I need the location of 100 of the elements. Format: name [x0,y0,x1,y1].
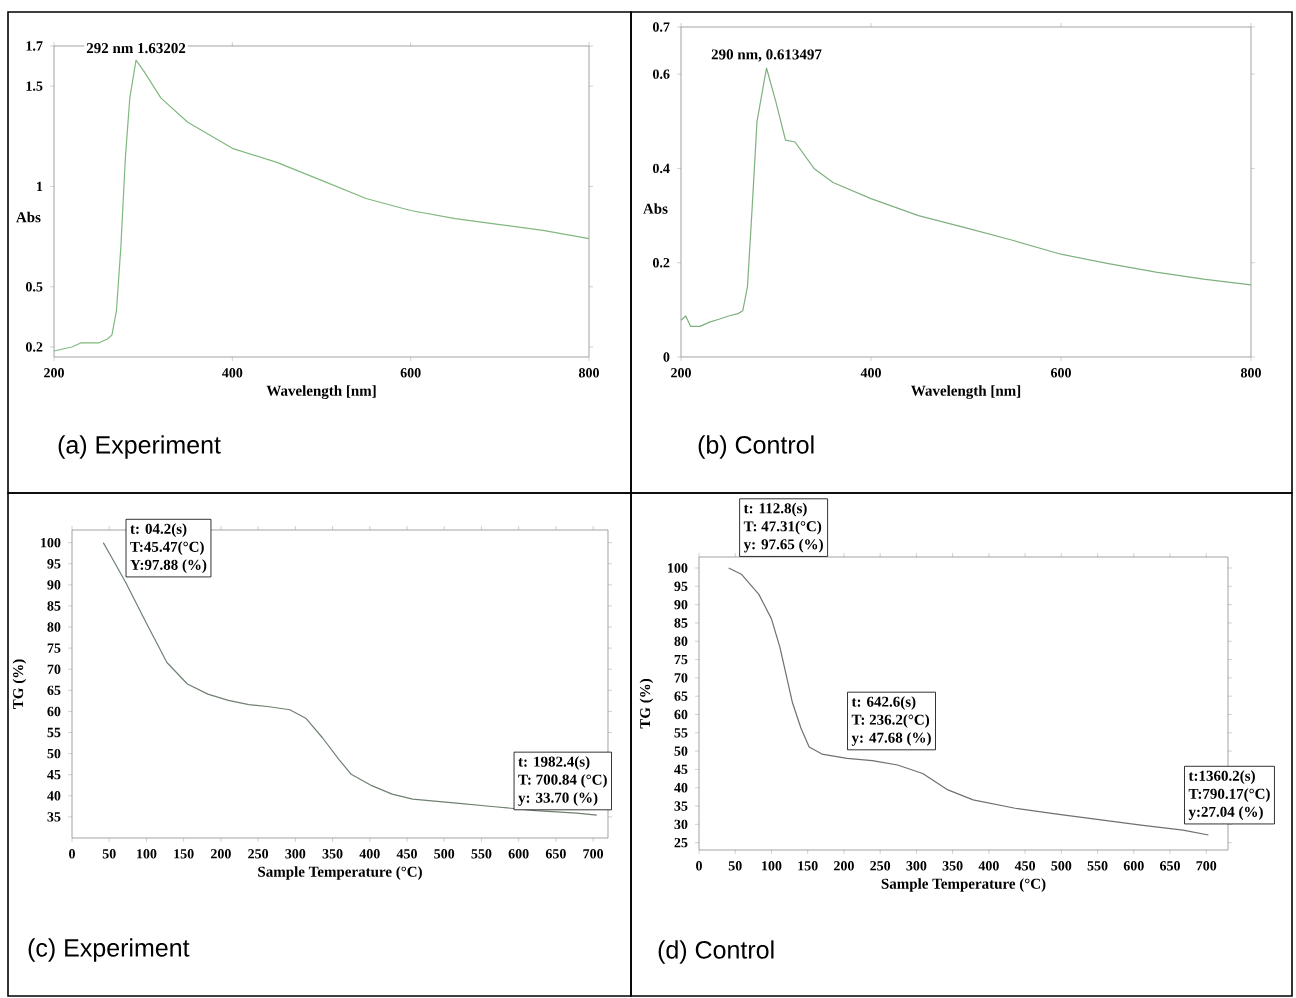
y-tick-label: 55 [47,727,61,738]
y-tick-label: 75 [47,643,61,653]
y-tick-label: 0.5 [25,282,43,292]
x-axis-title: Sample Temperature (°C) [881,878,1046,892]
y-tick-label: 70 [47,664,61,674]
line-series [680,67,1252,327]
x-tick-label: 400 [978,861,999,871]
y-tick-label: 70 [674,673,688,683]
x-tick-label: 600 [1050,368,1071,378]
x-tick-label: 600 [400,368,421,378]
y-axis-title: TG (%) [639,678,654,729]
annotation: y: 47.68 (%) [851,732,931,746]
x-tick-label: 550 [1087,861,1108,871]
y-tick-label: 80 [47,622,61,632]
y-tick-label: 1.5 [26,81,43,91]
text: y: 97.65 (%) [743,538,823,553]
x-axis-title: Wavelength [nm] [266,385,376,399]
y-tick-label: 0.7 [652,22,670,32]
y-tick-label: 45 [47,770,61,780]
x-tick-label: 0 [696,861,702,871]
x-tick-label: 0 [69,849,75,859]
x-axis-title: Wavelength [nm] [911,385,1021,399]
annotation: y:27.04 (%) [1188,806,1263,820]
y-tick-label: 0 [663,352,670,362]
y-tick-label: 0.2 [652,257,670,268]
x-tick-label: 700 [1196,861,1217,871]
x-tick-label: 200 [834,861,854,871]
y-tick-label: 50 [47,748,61,759]
y-tick-label: 1 [37,181,43,192]
annotation: Y:97.88 (%) [130,559,207,573]
x-tick-label: 300 [906,861,927,871]
x-tick-label: 600 [508,849,529,859]
x-tick-label: 50 [102,849,116,859]
x-axis-title: Sample Temperature (°C) [258,866,422,880]
annotation: 292 nm 1.63202 [86,43,186,54]
y-tick-label: 90 [47,580,61,590]
x-tick-label: 350 [942,861,963,871]
y-tick-label: 35 [47,812,61,822]
x-tick-label: 600 [1123,861,1144,871]
x-tick-label: 100 [762,861,782,871]
text: (c) Experiment [28,938,190,962]
y-tick-label: 1.7 [26,41,43,51]
annotation: t: 642.6(s) [851,696,916,710]
y-tick-label: 55 [674,728,688,738]
text: T: 47.31(°C) [743,520,822,535]
x-tick-label: 550 [471,849,492,859]
y-tick-label: 35 [674,801,688,811]
annotation: T: 236.2(°C) [851,714,930,728]
y-tick-label: 65 [47,685,61,696]
y-tick-label: 100 [668,563,688,573]
y-tick-label: 25 [674,837,688,848]
x-tick-label: 650 [1160,861,1180,871]
x-tick-label: 500 [434,849,455,859]
y-tick-label: 40 [674,783,688,793]
y-tick-label: 75 [674,654,688,665]
y-tick-label: 85 [47,601,61,611]
x-tick-label: 150 [798,861,818,871]
y-tick-label: 0.4 [652,163,670,174]
y-tick-label: 80 [674,636,688,646]
x-tick-label: 250 [870,861,891,871]
y-tick-label: 30 [674,819,688,830]
annotation: T:45.47(°C) [130,541,204,555]
x-tick-label: 650 [545,849,566,859]
x-tick-label: 400 [222,368,243,378]
y-axis-title: Abs [16,211,41,223]
x-tick-label: 800 [578,368,599,378]
x-tick-label: 150 [174,849,194,859]
y-tick-label: 65 [674,691,688,701]
y-tick-label: 100 [41,537,61,548]
annotation: y: 33.70 (%) [518,792,598,806]
annotation: T: 700.84 (°C) [518,774,607,788]
y-tick-label: 60 [674,709,688,720]
x-tick-label: 500 [1051,861,1072,871]
y-tick-label: 0.2 [25,342,43,352]
x-tick-label: 200 [210,849,231,859]
x-tick-label: 350 [322,849,343,859]
text: (d) Control [658,940,774,964]
y-tick-label: 90 [674,599,688,610]
y-tick-label: 40 [47,791,61,801]
x-tick-label: 400 [359,849,380,859]
x-tick-label: 250 [248,849,269,859]
x-tick-label: 800 [1240,368,1261,378]
x-tick-label: 50 [728,861,742,871]
annotation: T:790.17(°C) [1188,788,1270,802]
x-tick-label: 200 [44,368,64,378]
annotation: t: 04.2(s) [130,523,187,537]
y-tick-label: 50 [674,746,688,756]
x-tick-label: 100 [137,849,157,859]
x-tick-label: 200 [671,368,691,378]
y-tick-label: 95 [47,559,61,569]
x-tick-label: 450 [1014,861,1036,871]
x-tick-label: 450 [396,849,417,859]
y-axis-title: TG (%) [12,659,27,709]
text: (b) Control [698,435,814,459]
y-tick-label: 45 [674,764,688,775]
annotation: t: 1982.4(s) [518,756,590,770]
y-tick-label: 60 [47,706,61,717]
annotation: 290 nm, 0.613497 [711,49,822,62]
text: (a) Experiment [58,435,221,459]
x-tick-label: 300 [285,849,306,859]
